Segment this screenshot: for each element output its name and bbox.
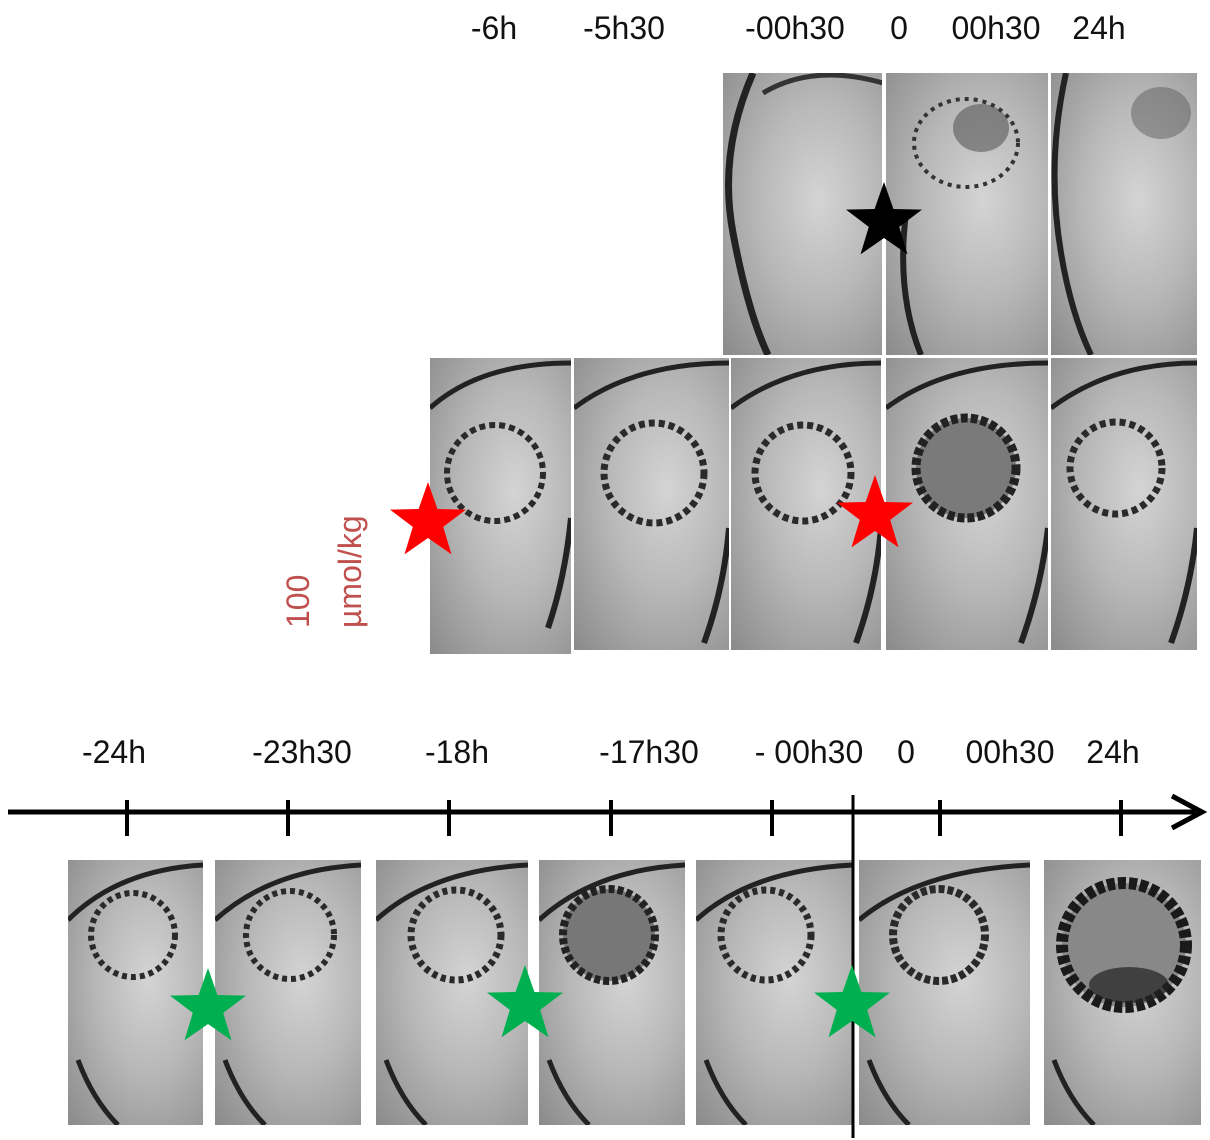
- mri-slice: [68, 860, 203, 1125]
- mri-slice: [1051, 358, 1197, 650]
- bottom-label-24h: 24h: [1086, 734, 1140, 770]
- top-label-0: 0: [890, 10, 908, 46]
- injection-star-green: [814, 965, 890, 1038]
- mri-slice: [539, 860, 685, 1125]
- mri-slice: [430, 358, 571, 654]
- injection-star-green: [170, 968, 246, 1041]
- bottom-label-minus-18h: -18h: [424, 734, 490, 770]
- mri-slice: [859, 860, 1030, 1125]
- injection-star-red: [390, 482, 466, 555]
- mri-slice: [1051, 73, 1197, 355]
- bottom-label-0: 0: [897, 734, 915, 770]
- mri-slice: [574, 358, 729, 650]
- bottom-label-00h30: 00h30: [965, 734, 1055, 770]
- bottom-label-minus-00h30: - 00h30: [754, 734, 864, 770]
- top-label-minus-00h30: -00h30: [745, 10, 845, 46]
- timeline-arrow-head: [1170, 793, 1208, 831]
- bottom-label-minus-17h30: -17h30: [599, 734, 699, 770]
- bottom-label-minus-23h30: -23h30: [252, 734, 352, 770]
- mri-slice: [886, 358, 1048, 650]
- injection-star-black: [846, 182, 922, 255]
- mri-slice: [215, 860, 361, 1125]
- mri-slice: [696, 860, 853, 1125]
- top-label-minus-5h30: -5h30: [583, 10, 665, 46]
- injection-star-green: [487, 965, 563, 1038]
- injection-star-red: [837, 475, 913, 548]
- top-label-00h30: 00h30: [951, 10, 1041, 46]
- mri-slice: [886, 73, 1048, 355]
- top-label-minus-6h: -6h: [470, 10, 518, 46]
- top-label-24h: 24h: [1072, 10, 1126, 46]
- mri-slice: [1044, 860, 1201, 1125]
- bottom-label-minus-24h: -24h: [81, 734, 147, 770]
